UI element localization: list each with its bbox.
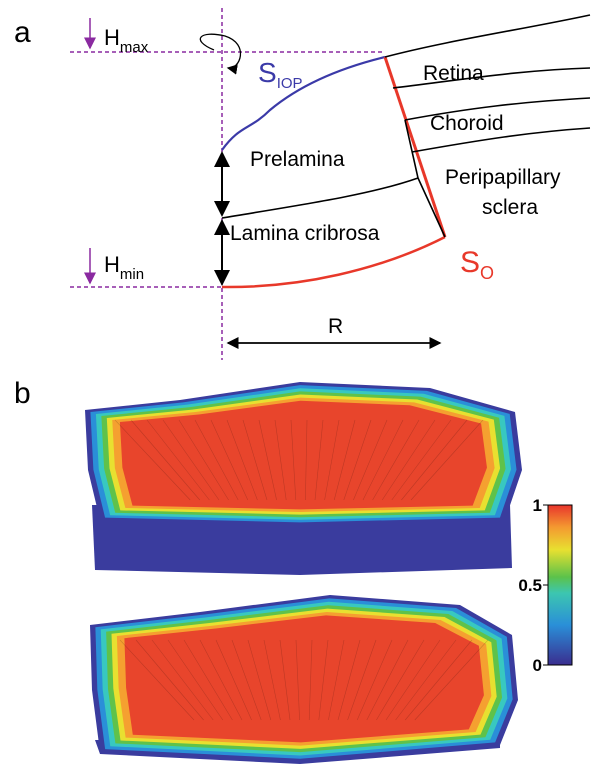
colorbar-ticks: 00.51 [518, 496, 548, 675]
subscript: O [480, 263, 494, 283]
h-max: Hmax [104, 25, 149, 56]
panel-label: a [14, 16, 31, 49]
region-label: Retina [423, 62, 484, 85]
symbol: S [460, 246, 480, 279]
mesh-layer [124, 615, 484, 742]
figure: a Hmax Hmin SIOP SO Retina Choroid Prela… [0, 0, 600, 768]
region-label: Peripapillary [445, 166, 561, 189]
colorbar-tick-label: 0 [533, 656, 542, 675]
region-label: Lamina cribrosa [230, 222, 380, 245]
colorbar [548, 505, 572, 665]
subscript: max [120, 39, 149, 56]
guides [70, 8, 385, 360]
subscript: min [120, 266, 144, 283]
region-label: Prelamina [250, 148, 345, 171]
rotation-arrow [200, 34, 240, 68]
symbol: S [258, 57, 277, 88]
colorbar-tick-label: 1 [533, 496, 542, 515]
subscript: IOP [277, 75, 303, 92]
symbol: H [104, 25, 120, 50]
s-o: SO [460, 246, 494, 283]
meshes [85, 382, 522, 764]
h-min: Hmin [104, 252, 144, 283]
s-iop: SIOP [258, 57, 303, 92]
colorbar-tick-label: 0.5 [518, 576, 542, 595]
region-label: sclera [482, 196, 538, 219]
panel-label: b [14, 377, 31, 410]
radius-label: R [328, 315, 343, 338]
symbol: H [104, 252, 120, 277]
region-label: Choroid [430, 112, 504, 135]
mesh-layer [120, 401, 487, 510]
